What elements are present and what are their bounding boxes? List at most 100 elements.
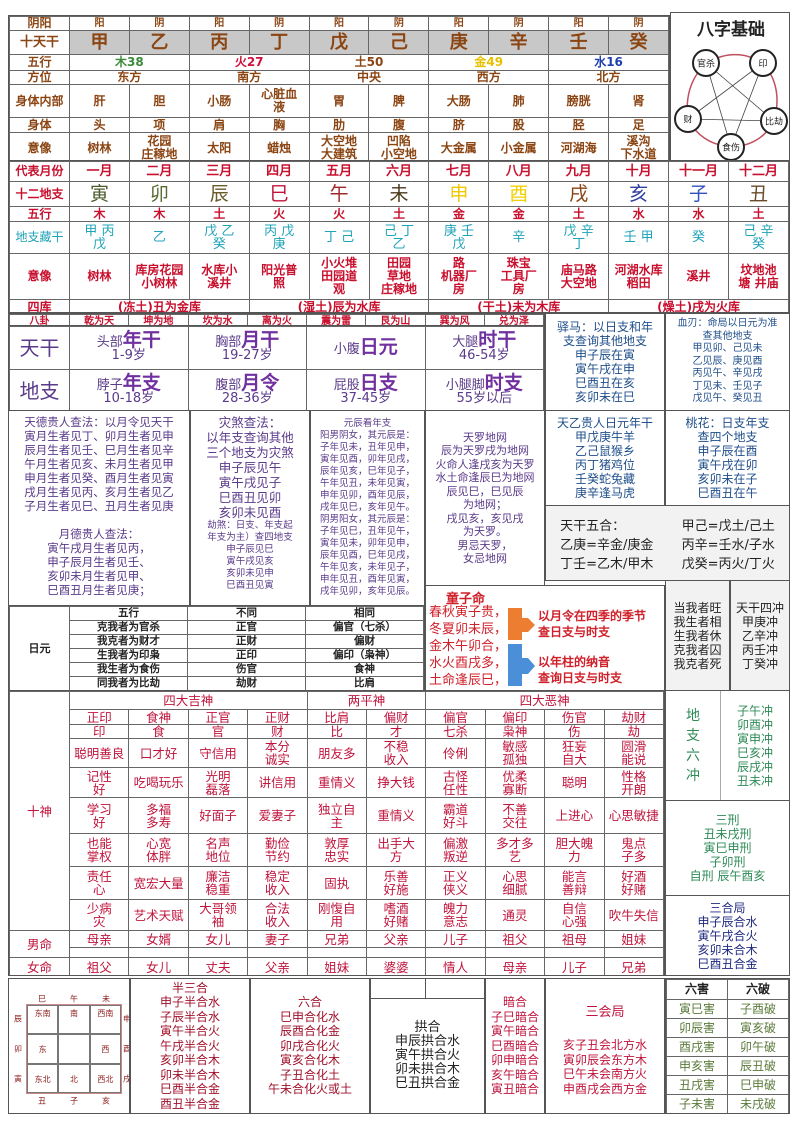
yuanchen-line: 阴男阳女，其元辰是： bbox=[319, 514, 415, 525]
hidden-cell: 壬 甲 bbox=[608, 221, 670, 254]
node-label: 比劫 bbox=[765, 116, 783, 128]
months-cell: 三月 bbox=[188, 161, 250, 182]
stem-cell: 脾 bbox=[368, 84, 430, 118]
elements-cell: 木 bbox=[128, 206, 190, 222]
pillar-name: 月令 bbox=[241, 372, 280, 394]
wangxiang-lines: 当我者旺 我生者相 生我者休 克我者囚 我克者死 bbox=[666, 581, 729, 690]
elements-cell: 土 bbox=[188, 206, 250, 222]
months-cell: 十一月 bbox=[668, 161, 729, 182]
haipo-table: 六害 六破 寅巳害 子酉破 卯辰害 寅亥破 酉戌害 卯午破 申亥害 辰丑破 丑戌害 巳申破 子未害 未戌破 bbox=[665, 978, 790, 1114]
wangxiang-box: 当我者旺 我生者相 生我者休 克我者囚 我克者死 bbox=[665, 580, 730, 691]
sanhui-line: 巳午未会南方火 bbox=[562, 1067, 647, 1081]
trait-cell: 胆大魄 力 bbox=[544, 833, 605, 867]
branch-left: 卯 bbox=[14, 1044, 22, 1054]
node-circle bbox=[749, 49, 777, 77]
wuhe-line: 丙辛=壬水/子水 bbox=[681, 537, 775, 553]
pillar-name: 日元 bbox=[359, 335, 398, 358]
blue-arrow-icon bbox=[508, 644, 535, 686]
liuchong-lines: 子午冲 卯酉冲 寅申冲 巳亥冲 辰戌冲 丑未冲 bbox=[721, 691, 789, 800]
body-part: 脖子 bbox=[96, 378, 123, 393]
pillar-name: 时干 bbox=[478, 329, 517, 351]
row-label: 身体 bbox=[9, 117, 70, 133]
branch-bottom: 子 bbox=[70, 1096, 78, 1106]
branch-left: 寅 bbox=[14, 1074, 22, 1084]
liuhe-line: 卯戌合化火 bbox=[279, 1038, 340, 1053]
direction-cell: 北 bbox=[58, 1063, 90, 1093]
god-short: 七杀 bbox=[425, 724, 486, 739]
table-row bbox=[10, 947, 664, 958]
table-row: 身体内部肝胆小肠 心脏血 液胃脾大肠肺膀胱肾 bbox=[9, 84, 669, 118]
stem-cell: 壬 bbox=[548, 30, 610, 55]
yuanchen-line: 阳男阴女，其元辰是： bbox=[319, 430, 415, 441]
branches-table: 代表月份 一月 二月 三月 四月 五月 六月 七月 八月 九月 十月 十一月 十二月 十二地支寅卯辰巳午未… bbox=[8, 160, 790, 313]
bansanhe-line: 卯未半合木 bbox=[159, 1067, 220, 1082]
trait-cell: 优柔 寡断 bbox=[484, 767, 546, 798]
table-row: 酉戌害 卯午破 bbox=[666, 1037, 789, 1057]
table-row: 天干 头部年干 1-9岁 胸部月干 19-27岁 小腹日元 大腿时干 46-54岁 bbox=[9, 326, 544, 370]
elements-cell: 土 bbox=[548, 206, 610, 222]
node-circle bbox=[717, 133, 745, 160]
age-range: 37-45岁 bbox=[340, 391, 392, 406]
sichong-box: 天干四冲 甲庚冲 乙辛冲 丙壬冲 丁癸冲 bbox=[730, 580, 790, 691]
male-cell: 姐妹 bbox=[603, 930, 664, 948]
tianluo-lines: 天罗地网 辰为天罗戌为地网 火命人逢戌亥为天罗 水土命逢辰巳为地网 辰见巳，巳见辰 为地网… bbox=[426, 411, 544, 585]
riyuan-cell: 同我者为比劫 bbox=[69, 676, 188, 690]
tianluo-line: 辰为天罗戌为地网 bbox=[441, 444, 529, 457]
yuanchen-line: 午年见亥，未年见子， bbox=[319, 562, 415, 573]
body-part: 大腿 bbox=[452, 335, 479, 350]
riyuan-cell: 正印 bbox=[187, 648, 306, 663]
haipo-header: 六破 bbox=[727, 979, 789, 1000]
xueren-line: 丙见午、辛见戌 bbox=[692, 368, 763, 380]
trait-cell: 魄力 意志 bbox=[425, 899, 486, 931]
stem-cell: 小金属 bbox=[488, 132, 550, 160]
vaults-cell: (燥土)戌为火库 bbox=[608, 299, 789, 312]
branch-cell: 未 bbox=[368, 181, 430, 207]
trait-cell: 刚愎自 用 bbox=[306, 899, 367, 931]
stem-cell: 乙 bbox=[128, 30, 190, 55]
element-cell: 南方 bbox=[188, 70, 310, 85]
liuchong-line: 巳亥冲 bbox=[736, 745, 773, 760]
hidden-cell: 癸 bbox=[668, 221, 729, 254]
body-part: 头部 bbox=[96, 335, 123, 350]
bansanhe-box: 半三合 申子半合水 子辰半合水 寅午半合火 午戌半合火 亥卯半合木 卯未半合木 巳酉半合金 酉丑… bbox=[130, 978, 250, 1114]
imagery-cell: 小火堆 田园道 观 bbox=[308, 253, 370, 300]
haipo-cell: 子未害 bbox=[666, 1094, 728, 1113]
tongzi-line: 查日支与时支 bbox=[538, 625, 611, 639]
months-cell: 六月 bbox=[368, 161, 430, 182]
female-cell: 儿子 bbox=[544, 957, 605, 975]
branch-cell: 酉 bbox=[488, 181, 550, 207]
stem-cell: 腹 bbox=[368, 117, 430, 133]
zaisha-line: 寅午戌见亥 bbox=[226, 556, 274, 567]
yuanchen-line: 申年见卯，酉年见辰， bbox=[319, 490, 415, 501]
anhe-line: 巳酉暗合 bbox=[490, 1038, 539, 1053]
taohua-lines: 桃花：日支年支 查四个地支 申子辰在酉 寅午戌在卯 亥卯未在子 巳酉丑在午 bbox=[666, 411, 789, 505]
table-row: 日元 五行 不同 相同 bbox=[9, 606, 424, 690]
tongzi-line: 春秋寅子贵， bbox=[429, 605, 508, 620]
tianluo-line: 女忌地网 bbox=[463, 552, 507, 565]
elements-cell: 火 bbox=[248, 206, 310, 222]
god-name: 偏财 bbox=[365, 709, 427, 725]
trait-cell: 艺术天赋 bbox=[128, 899, 189, 931]
stem-cell: 阴 bbox=[488, 16, 550, 31]
row-label: 十天干 bbox=[9, 30, 70, 55]
branch-cell: 戌 bbox=[548, 181, 610, 207]
table-row: 寅巳害 子酉破 bbox=[666, 999, 789, 1019]
anhe-line: 寅午暗合 bbox=[490, 1024, 539, 1039]
stem-cell: 脐 bbox=[428, 117, 490, 133]
empty-cell bbox=[603, 947, 664, 958]
row-label: 方位 bbox=[9, 70, 70, 85]
trait-cell: 口才好 bbox=[128, 738, 189, 768]
months-cell: 二月 bbox=[128, 161, 190, 182]
god-short: 枭神 bbox=[484, 724, 546, 739]
tianluo-line: 水土命逢辰巳为地网 bbox=[435, 471, 535, 484]
bansanhe-line: 寅午半合火 bbox=[159, 1024, 220, 1039]
bansanhe-line: 酉丑半合金 bbox=[159, 1096, 220, 1111]
branch-cell: 亥 bbox=[608, 181, 670, 207]
taohua-line: 寅午戌在卯 bbox=[697, 458, 758, 472]
stems-table: 阴阳阳阴阳阴阳阴阳阴阳阴十天干甲乙丙丁戊己庚辛壬癸五行 木38 火27 土50 金49 水… bbox=[8, 15, 670, 161]
body-part: 胸部 bbox=[215, 335, 242, 350]
direction-cell: 西北 bbox=[89, 1063, 121, 1093]
tiande-line: 申子辰月生者见壬、 bbox=[47, 555, 151, 569]
yuanchen-line: 寅年见酉，卯年见戌， bbox=[319, 454, 415, 465]
yuanchen-line: 申年见丑，酉年见寅， bbox=[319, 574, 415, 585]
